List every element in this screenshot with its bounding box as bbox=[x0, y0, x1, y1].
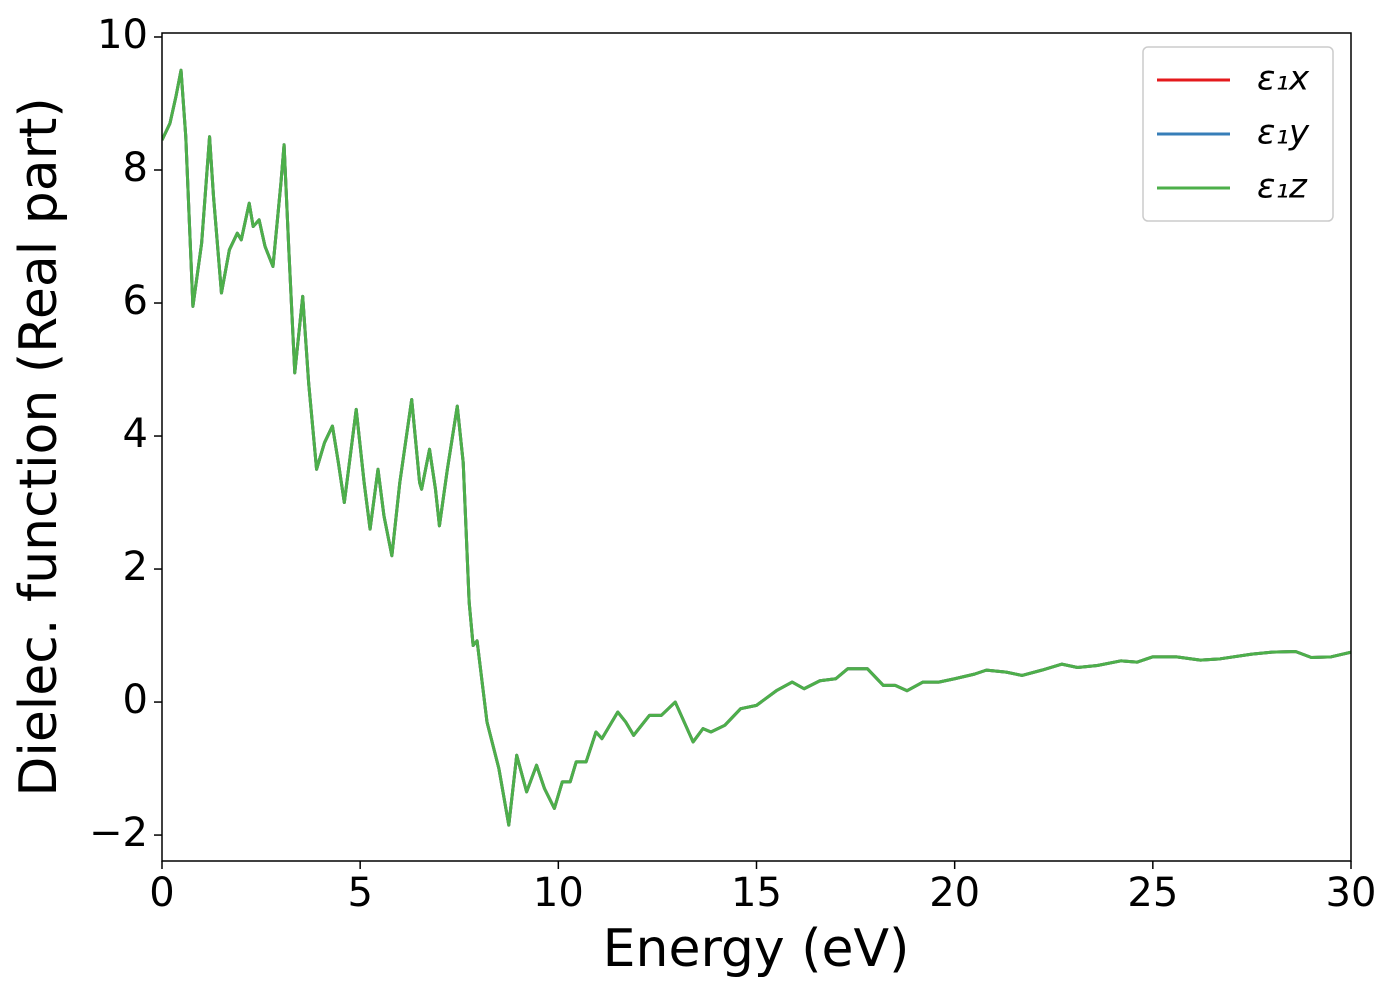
y-tick-label: 4 bbox=[123, 411, 148, 457]
series-line bbox=[162, 68, 1351, 827]
legend-label: ε₁y bbox=[1257, 113, 1310, 153]
plot-frame bbox=[161, 32, 1352, 862]
x-tick-label: 0 bbox=[149, 870, 174, 916]
x-tick-label: 10 bbox=[533, 870, 584, 916]
legend-label: ε₁z bbox=[1257, 167, 1308, 207]
x-tick-label: 5 bbox=[347, 870, 372, 916]
x-tick-label: 30 bbox=[1326, 870, 1377, 916]
x-tick-label: 25 bbox=[1127, 870, 1178, 916]
legend-label: ε₁x bbox=[1257, 59, 1310, 99]
y-axis-label: Dielec. function (Real part) bbox=[9, 97, 69, 796]
y-tick-label: 0 bbox=[123, 677, 148, 723]
x-axis-label: Energy (eV) bbox=[603, 919, 910, 979]
y-tick-label: 8 bbox=[123, 145, 148, 191]
y-tick-label: −2 bbox=[89, 810, 148, 856]
y-tick-label: 2 bbox=[123, 544, 148, 590]
x-tick-label: 20 bbox=[929, 870, 980, 916]
legend-box bbox=[1142, 46, 1334, 222]
y-tick-label: 10 bbox=[97, 12, 148, 58]
y-tick-label: 6 bbox=[123, 278, 148, 324]
x-tick-label: 15 bbox=[731, 870, 782, 916]
